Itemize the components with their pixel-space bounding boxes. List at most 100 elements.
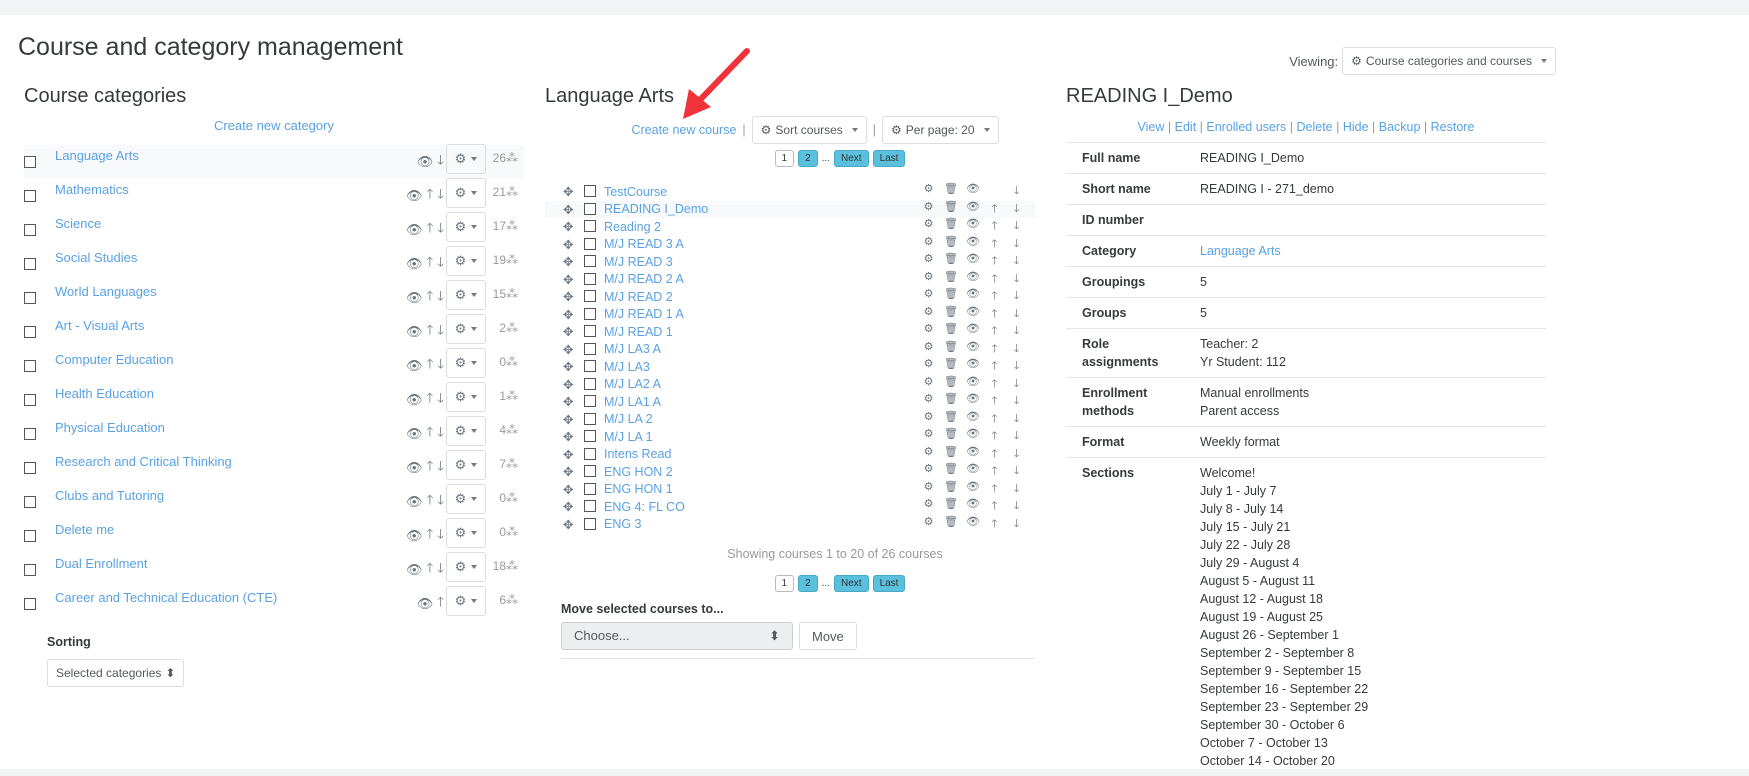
trash-icon[interactable]: 🗑 [944, 287, 957, 306]
arrow-down-icon[interactable]: 🡓 [437, 525, 444, 547]
trash-icon[interactable]: 🗑 [944, 340, 957, 359]
course-checkbox[interactable] [584, 430, 596, 442]
course-link[interactable]: M/J READ 3 A [604, 237, 684, 251]
gear-icon[interactable]: ⚙ [922, 497, 935, 516]
gear-icon[interactable]: ⚙ [922, 182, 935, 201]
course-checkbox[interactable] [584, 483, 596, 495]
category-menu-button[interactable]: ⚙ [446, 450, 486, 480]
arrow-up-icon[interactable]: 🡑 [426, 253, 433, 275]
gear-icon[interactable]: ⚙ [922, 305, 935, 324]
course-checkbox[interactable] [584, 290, 596, 302]
page-last-button[interactable]: Last [873, 150, 906, 167]
arrow-down-icon[interactable]: 🡓 [437, 355, 444, 377]
trash-icon[interactable]: 🗑 [944, 252, 957, 271]
category-link[interactable]: Career and Technical Education (CTE) [55, 590, 277, 605]
course-link[interactable]: M/J READ 2 A [604, 272, 684, 286]
arrow-down-icon[interactable]: 🡓 [1010, 322, 1023, 341]
course-checkbox[interactable] [584, 185, 596, 197]
arrow-up-icon[interactable]: 🡑 [988, 322, 1001, 341]
gear-icon[interactable]: ⚙ [922, 287, 935, 306]
category-checkbox[interactable] [24, 462, 36, 474]
arrow-down-icon[interactable]: 🡓 [1010, 287, 1023, 306]
course-checkbox[interactable] [584, 273, 596, 285]
course-link[interactable]: M/J LA1 A [604, 395, 661, 409]
arrow-down-icon[interactable]: 🡓 [1010, 252, 1023, 271]
category-checkbox[interactable] [24, 394, 36, 406]
course-link[interactable]: ENG 3 [604, 517, 642, 531]
category-link[interactable]: Science [55, 216, 101, 231]
category-checkbox[interactable] [24, 258, 36, 270]
arrow-up-icon[interactable]: 🡑 [988, 515, 1001, 534]
page-next-button[interactable]: Next [834, 575, 869, 592]
course-checkbox[interactable] [584, 325, 596, 337]
arrow-down-icon[interactable]: 🡓 [1010, 375, 1023, 394]
arrow-up-icon[interactable]: 🡑 [426, 287, 433, 309]
action-backup-link[interactable]: Backup [1379, 120, 1421, 134]
category-checkbox[interactable] [24, 598, 36, 610]
trash-icon[interactable]: 🗑 [944, 375, 957, 394]
course-checkbox[interactable] [584, 413, 596, 425]
move-handle-icon[interactable]: ✥ [563, 499, 573, 514]
eye-icon[interactable]: 👁 [966, 357, 979, 376]
category-link[interactable]: Art - Visual Arts [55, 318, 144, 333]
eye-icon[interactable]: 👁 [966, 305, 979, 324]
arrow-down-icon[interactable]: 🡓 [1010, 217, 1023, 236]
category-menu-button[interactable]: ⚙ [446, 246, 486, 276]
arrow-up-icon[interactable]: 🡑 [988, 305, 1001, 324]
gear-icon[interactable]: ⚙ [922, 270, 935, 289]
arrow-down-icon[interactable]: 🡓 [1010, 480, 1023, 499]
trash-icon[interactable]: 🗑 [944, 497, 957, 516]
eye-icon[interactable]: 👁 [966, 480, 979, 499]
gear-icon[interactable]: ⚙ [922, 217, 935, 236]
gear-icon[interactable]: ⚙ [922, 375, 935, 394]
gear-icon[interactable]: ⚙ [922, 252, 935, 271]
arrow-down-icon[interactable]: 🡓 [437, 559, 444, 581]
course-link[interactable]: TestCourse [604, 185, 667, 199]
course-checkbox[interactable] [584, 465, 596, 477]
course-checkbox[interactable] [584, 238, 596, 250]
category-link[interactable]: Physical Education [55, 420, 165, 435]
arrow-up-icon[interactable]: 🡑 [426, 559, 433, 581]
action-delete-link[interactable]: Delete [1296, 120, 1332, 134]
trash-icon[interactable]: 🗑 [944, 427, 957, 446]
eye-icon[interactable]: 👁 [966, 217, 979, 236]
page-next-button[interactable]: Next [834, 150, 869, 167]
eye-icon[interactable]: 👁 [966, 445, 979, 464]
course-checkbox[interactable] [584, 500, 596, 512]
create-course-link[interactable]: Create new course [631, 123, 736, 137]
page-1-button[interactable]: 1 [775, 150, 795, 167]
category-checkbox[interactable] [24, 292, 36, 304]
category-link[interactable]: Computer Education [55, 352, 174, 367]
action-edit-link[interactable]: Edit [1175, 120, 1197, 134]
arrow-up-icon[interactable]: 🡑 [988, 217, 1001, 236]
gear-icon[interactable]: ⚙ [922, 340, 935, 359]
trash-icon[interactable]: 🗑 [944, 462, 957, 481]
category-checkbox[interactable] [24, 156, 36, 168]
arrow-up-icon[interactable]: 🡑 [988, 392, 1001, 411]
arrow-down-icon[interactable]: 🡓 [1010, 340, 1023, 359]
eye-icon[interactable]: 👁 [406, 222, 423, 238]
gear-icon[interactable]: ⚙ [922, 200, 935, 219]
course-link[interactable]: M/J LA3 [604, 360, 650, 374]
eye-icon[interactable]: 👁 [417, 154, 434, 170]
move-handle-icon[interactable]: ✥ [563, 464, 573, 479]
arrow-down-icon[interactable]: 🡓 [437, 253, 444, 275]
eye-icon[interactable]: 👁 [406, 392, 423, 408]
eye-icon[interactable]: 👁 [406, 256, 423, 272]
eye-icon[interactable]: 👁 [966, 252, 979, 271]
gear-icon[interactable]: ⚙ [922, 322, 935, 341]
category-menu-button[interactable]: ⚙ [446, 382, 486, 412]
category-menu-button[interactable]: ⚙ [446, 552, 486, 582]
trash-icon[interactable]: 🗑 [944, 480, 957, 499]
arrow-up-icon[interactable]: 🡑 [426, 491, 433, 513]
eye-icon[interactable]: 👁 [966, 182, 979, 201]
course-link[interactable]: ENG 4: FL CO [604, 500, 685, 514]
gear-icon[interactable]: ⚙ [922, 515, 935, 534]
trash-icon[interactable]: 🗑 [944, 305, 957, 324]
arrow-up-icon[interactable]: 🡑 [426, 457, 433, 479]
arrow-up-icon[interactable]: 🡑 [988, 410, 1001, 429]
eye-icon[interactable]: 👁 [406, 358, 423, 374]
arrow-down-icon[interactable]: 🡓 [1010, 497, 1023, 516]
move-handle-icon[interactable]: ✥ [563, 289, 573, 304]
course-checkbox[interactable] [584, 395, 596, 407]
